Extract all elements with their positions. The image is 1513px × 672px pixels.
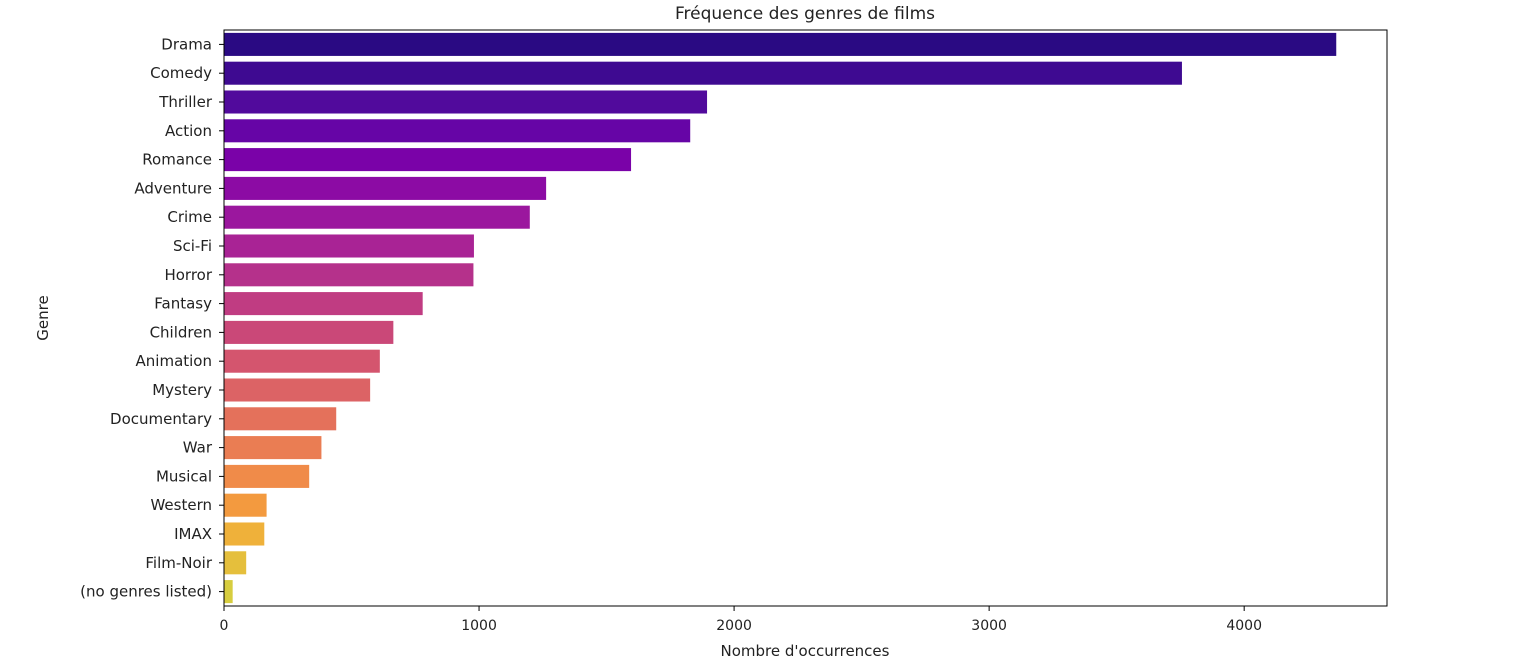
bar	[224, 580, 233, 604]
bar	[224, 234, 474, 258]
x-tick-label: 0	[220, 618, 229, 634]
bar	[224, 551, 247, 575]
bar	[224, 522, 265, 546]
y-tick-label: War	[183, 439, 213, 457]
y-tick-label: IMAX	[174, 525, 212, 543]
y-tick-label: Thriller	[158, 93, 213, 111]
y-tick-label: Comedy	[150, 64, 212, 82]
x-tick-label: 3000	[971, 618, 1007, 634]
y-tick-label: (no genres listed)	[80, 583, 212, 601]
y-tick-label: Sci-Fi	[173, 237, 212, 255]
y-tick-label: Mystery	[152, 381, 212, 399]
y-tick-label: Documentary	[110, 410, 212, 428]
x-tick-labels: 0 1000 2000 3000 4000	[220, 606, 1262, 634]
x-tick-label: 1000	[461, 618, 497, 634]
x-tick-label: 2000	[716, 618, 752, 634]
y-tick-label: Romance	[142, 151, 212, 169]
bar	[224, 378, 371, 402]
y-tick-label: Children	[150, 323, 212, 341]
y-tick-label: Fantasy	[154, 295, 212, 313]
bar	[224, 176, 547, 200]
y-tick-label: Adventure	[134, 179, 212, 197]
bar	[224, 61, 1182, 85]
y-tick-label: Action	[165, 122, 212, 140]
bar	[224, 436, 322, 460]
y-axis-label: Genre	[34, 295, 52, 340]
y-tick-label: Horror	[164, 266, 212, 284]
x-axis-label: Nombre d'occurrences	[721, 642, 890, 660]
bars-group	[224, 32, 1337, 604]
bar	[224, 148, 632, 172]
bar	[224, 119, 691, 143]
y-tick-label: Drama	[161, 35, 212, 53]
y-tick-labels: Drama Comedy Thriller Action Romance Adventur…	[80, 35, 224, 601]
bar	[224, 349, 380, 373]
x-tick-label: 4000	[1226, 618, 1262, 634]
bar	[224, 493, 267, 517]
y-tick-label: Crime	[167, 208, 212, 226]
chart-title: Fréquence des genres de films	[675, 4, 935, 24]
bar	[224, 205, 530, 229]
bar	[224, 292, 423, 316]
bar	[224, 407, 337, 431]
bar	[224, 263, 474, 287]
bar	[224, 464, 310, 488]
y-tick-label: Musical	[156, 467, 212, 485]
bar	[224, 320, 394, 344]
y-tick-label: Western	[150, 496, 212, 514]
bar	[224, 32, 1337, 56]
bar	[224, 90, 708, 114]
y-tick-label: Animation	[136, 352, 212, 370]
y-tick-label: Film-Noir	[145, 554, 212, 572]
plot-frame	[223, 29, 1388, 607]
